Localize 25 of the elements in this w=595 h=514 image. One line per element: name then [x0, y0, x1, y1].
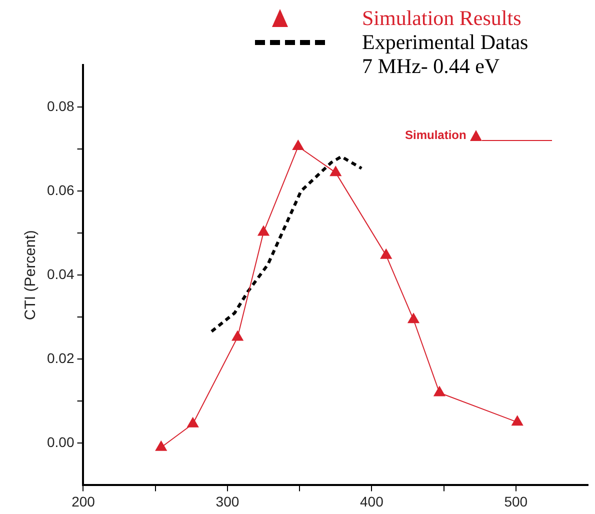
y-tick-label: 0.04: [47, 266, 74, 282]
text: Simulation Results: [362, 6, 522, 30]
y-tick-label: 0.00: [47, 434, 74, 450]
y-tick-label: 0.06: [47, 182, 74, 198]
point: [512, 416, 524, 426]
point: [187, 417, 199, 428]
y-axis-title: CTI (Percent): [22, 230, 40, 320]
y-tick-label: 0.08: [47, 98, 74, 114]
point: [155, 440, 167, 451]
x-tick-label: 200: [72, 493, 96, 510]
point: [434, 386, 446, 396]
point: [232, 330, 244, 341]
annotation: Simulation: [405, 128, 466, 142]
x-tick-label: 500: [504, 493, 528, 510]
point: [330, 166, 342, 176]
point: [408, 313, 420, 324]
point: [258, 226, 270, 236]
y-tick-label: 0.02: [47, 350, 74, 366]
x-tick-label: 300: [216, 493, 240, 510]
point: [380, 248, 392, 259]
line-series: [210, 155, 364, 333]
chart-subtitle: 7 MHz- 0.44 eV: [361, 54, 501, 78]
x-tick-label: 400: [360, 493, 384, 510]
legend-label: Experimental Datas: [362, 30, 528, 54]
point: [292, 140, 304, 150]
